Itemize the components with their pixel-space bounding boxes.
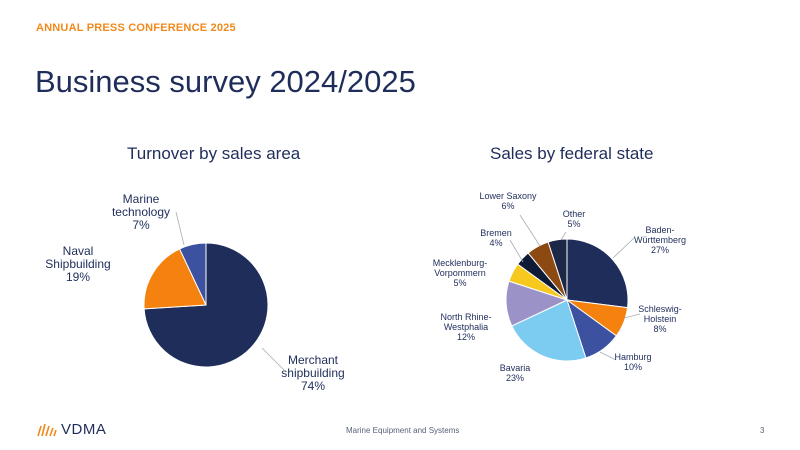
state-slice-label-4: North Rhine-Westphalia 12% bbox=[440, 312, 491, 342]
vdma-logo-text: VDMA bbox=[61, 421, 107, 438]
vdma-logo: VDMA bbox=[36, 421, 106, 438]
page-number: 3 bbox=[760, 426, 765, 435]
state-leader-line-6 bbox=[509, 239, 524, 263]
federal-state-pie: Baden-Württemberg 27% Schleswig-Holstein 8%… bbox=[433, 191, 686, 383]
state-slice-label-7: Lower Saxony 6% bbox=[479, 191, 537, 211]
state-leader-line-8 bbox=[560, 231, 567, 241]
state-leader-line-0 bbox=[612, 237, 635, 259]
state-slice-label-2: Hamburg 10% bbox=[614, 352, 651, 372]
turnover-leader-line-2 bbox=[175, 211, 185, 246]
state-slice-label-0: Baden-Württemberg 27% bbox=[634, 225, 686, 255]
turnover-slice-2 bbox=[178, 242, 207, 306]
turnover-chart-title: Turnover by sales area bbox=[127, 144, 301, 163]
turnover-slice-1 bbox=[143, 248, 207, 310]
state-slice-8 bbox=[547, 238, 568, 301]
footer-section-name: Marine Equipment and Systems bbox=[346, 426, 460, 435]
state-slice-label-3: Bavaria 23% bbox=[500, 363, 531, 383]
state-leader-line-7 bbox=[519, 214, 541, 247]
state-slice-label-8: Other 5% bbox=[563, 209, 586, 229]
state-leader-line-1 bbox=[623, 313, 641, 319]
state-slice-0 bbox=[566, 238, 629, 309]
turnover-pie: Merchant shipbuilding 74% Naval Shipbuilding… bbox=[45, 192, 344, 393]
federal-state-chart-title: Sales by federal state bbox=[490, 144, 654, 163]
turnover-slice-label-2: Marine technology 7% bbox=[112, 192, 170, 232]
state-slice-3 bbox=[511, 299, 587, 362]
state-slice-label-5: Mecklenburg-Vorpommern 5% bbox=[433, 258, 488, 288]
conference-kicker: ANNUAL PRESS CONFERENCE 2025 bbox=[36, 22, 236, 34]
state-leader-line-2 bbox=[599, 351, 617, 361]
slide-title: Business survey 2024/2025 bbox=[35, 64, 416, 99]
state-slice-label-6: Bremen 4% bbox=[480, 228, 512, 248]
turnover-slice-label-1: Naval Shipbuilding 19% bbox=[45, 244, 110, 284]
state-slice-label-1: Schleswig-Holstein 8% bbox=[638, 304, 682, 334]
turnover-slice-label-0: Merchant shipbuilding 74% bbox=[281, 353, 344, 393]
turnover-leader-line-0 bbox=[261, 347, 285, 371]
vdma-logo-icon bbox=[37, 423, 57, 436]
